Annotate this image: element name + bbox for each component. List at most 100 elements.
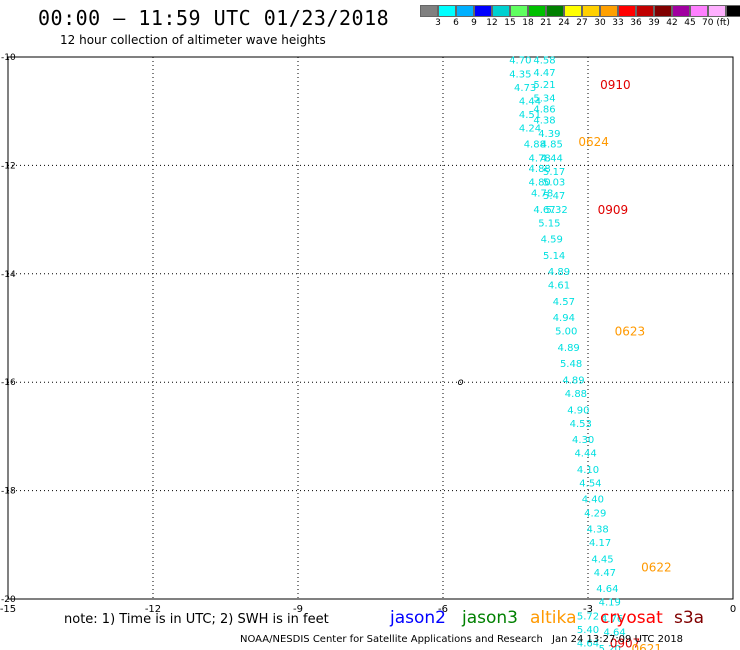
latitude-label: -20 <box>1 595 16 605</box>
wave-height-value: 5.00 <box>555 327 577 338</box>
scale-swatch <box>456 5 474 17</box>
wave-height-value: 4.17 <box>589 538 611 549</box>
pass-time-label: 0910 <box>600 78 631 92</box>
wave-height-value: 4.58 <box>533 56 555 67</box>
timestamp-text: Jan 24 13:27:09 UTC 2018 <box>552 634 684 645</box>
scale-label: 6 <box>453 18 459 28</box>
wave-height-value: 4.89 <box>548 267 570 278</box>
scale-label: 36 <box>630 18 642 28</box>
wave-height-value: 5.47 <box>543 191 565 202</box>
scale-swatch <box>636 5 654 17</box>
scale-swatch <box>564 5 582 17</box>
wave-height-value: 4.90 <box>567 405 589 416</box>
credit-text: NOAA/NESDIS Center for Satellite Applica… <box>240 634 543 645</box>
wave-height-value: 4.88 <box>529 164 551 175</box>
map-subtitle: 12 hour collection of altimeter wave hei… <box>60 33 326 47</box>
wave-height-value: 4.44 <box>541 153 563 164</box>
scale-swatch <box>654 5 672 17</box>
sat-cryosat: cryosat <box>600 608 663 628</box>
scale-swatch <box>726 5 740 17</box>
scale-swatch <box>600 5 618 17</box>
wave-height-value: 4.64 <box>577 638 599 649</box>
sat-s3a: s3a <box>674 608 705 628</box>
scale-swatch <box>672 5 690 17</box>
scale-swatch <box>708 5 726 17</box>
pass-time-label: 0623 <box>615 325 646 339</box>
wave-height-value: 5.48 <box>560 359 582 370</box>
wave-height-value: 4.51 <box>519 110 541 121</box>
scale-swatch <box>618 5 636 17</box>
wave-height-value: 4.39 <box>538 129 560 140</box>
scale-swatch <box>690 5 708 17</box>
scale-swatch <box>546 5 564 17</box>
wave-height-value: 4.94 <box>553 313 575 324</box>
wave-height-value: 4.89 <box>558 343 580 354</box>
latitude-label: -12 <box>1 161 16 171</box>
wave-height-value: 4.40 <box>582 495 604 506</box>
longitude-label: -12 <box>145 604 161 615</box>
scale-label: 45 <box>684 18 696 28</box>
wave-height-value: 4.19 <box>599 598 621 609</box>
scale-label: 42 <box>666 18 678 28</box>
wave-height-value: 4.45 <box>591 554 613 565</box>
wave-height-value: 5.14 <box>543 251 565 262</box>
scale-swatch <box>420 5 438 17</box>
scale-label: 24 <box>558 18 570 28</box>
wave-height-value: 4.54 <box>579 478 601 489</box>
wave-height-value: 4.57 <box>553 297 575 308</box>
longitude-label: -3 <box>583 604 593 615</box>
scale-label: 12 <box>486 18 498 28</box>
wave-height-value: 4.64 <box>596 584 618 595</box>
scale-swatch <box>510 5 528 17</box>
pass-time-label: 0624 <box>578 135 609 149</box>
wave-height-value: 4.10 <box>577 465 599 476</box>
wave-height-value: 5.17 <box>543 167 565 178</box>
wave-height-value: 4.78 <box>531 189 553 200</box>
wave-height-value: 4.44 <box>519 96 541 107</box>
latitude-label: -10 <box>1 53 16 63</box>
scale-label: 21 <box>540 18 552 28</box>
wave-height-value: 4.70 <box>509 56 531 67</box>
longitude-label: -9 <box>293 604 303 615</box>
wave-height-value: 5.03 <box>543 178 565 189</box>
wave-height-value: 4.78 <box>529 153 551 164</box>
wave-height-value: 4.29 <box>584 508 606 519</box>
wave-height-value: 4.61 <box>548 281 570 292</box>
scale-label: 9 <box>471 18 477 28</box>
wave-height-value: 5.21 <box>533 80 555 91</box>
wave-height-value: 5.72 <box>577 611 599 622</box>
pass-time-label: 0621 <box>632 642 663 650</box>
wave-height-value: 4.24 <box>519 123 541 134</box>
wave-height-value: 4.59 <box>541 235 563 246</box>
wave-height-value: 4.73 <box>514 83 536 94</box>
scale-label: 33 <box>612 18 624 28</box>
wave-height-value: 5.34 <box>533 94 555 105</box>
wave-height-value: 4.35 <box>509 69 531 80</box>
longitude-label: 0 <box>730 604 736 615</box>
latitude-label: -16 <box>1 378 16 388</box>
wave-height-value: 5.32 <box>545 205 567 216</box>
wave-height-value: 4.38 <box>587 525 609 536</box>
wave-height-value: 4.86 <box>533 104 555 115</box>
latitude-label: -18 <box>1 487 16 497</box>
wave-height-value: 4.88 <box>524 140 546 151</box>
map-frame <box>7 56 734 600</box>
scale-labels: 3 6 9 12 15 18 21 24 27 30 33 36 39 42 45 70 (ft) <box>420 18 740 28</box>
wave-height-value: 5.40 <box>577 625 599 636</box>
sat-jason2: jason2 <box>390 608 446 628</box>
scale-label: 27 <box>576 18 588 28</box>
scale-swatch <box>492 5 510 17</box>
wave-height-value: 4.85 <box>541 140 563 151</box>
wave-height-value: 4.64 <box>603 628 625 639</box>
scale-swatch <box>528 5 546 17</box>
pass-time-label: 0909 <box>598 203 629 217</box>
location-marker: o <box>458 377 464 388</box>
scale-label: 18 <box>522 18 534 28</box>
legend-note: note: 1) Time is in UTC; 2) SWH is in fe… <box>64 612 329 627</box>
scale-label: 39 <box>648 18 660 28</box>
wave-height-value: 4.44 <box>574 449 596 460</box>
scale-label: 3 <box>435 18 441 28</box>
wave-height-value: 4.76 <box>601 614 623 625</box>
scale-swatch <box>582 5 600 17</box>
